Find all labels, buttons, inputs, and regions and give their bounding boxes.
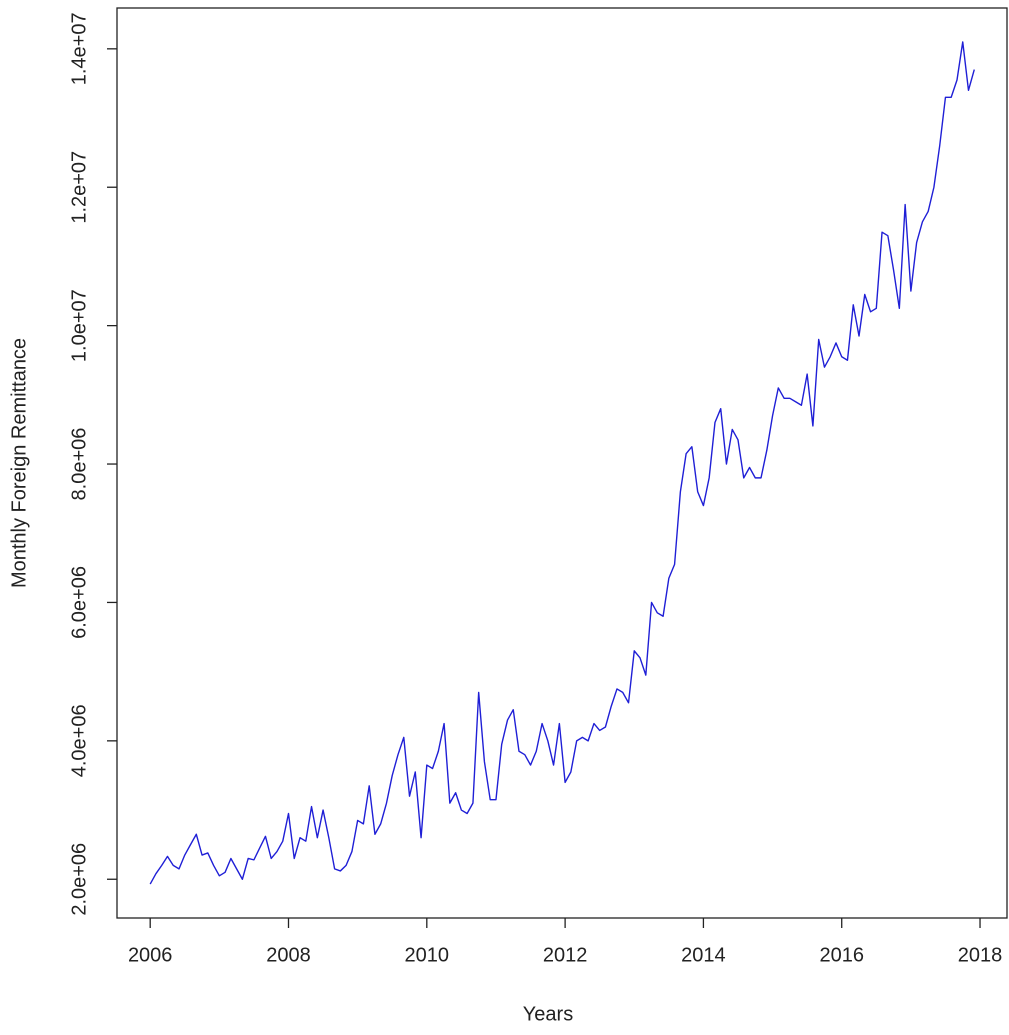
y-tick-label: 1.4e+07 xyxy=(68,12,90,85)
y-tick-label: 4.0e+06 xyxy=(68,704,90,777)
data-line xyxy=(149,41,975,885)
y-tick-label: 1.2e+07 xyxy=(68,151,90,224)
y-tick-label: 1.0e+07 xyxy=(68,289,90,362)
y-tick-label: 8.0e+06 xyxy=(68,428,90,501)
x-tick-label: 2018 xyxy=(958,944,1003,966)
x-tick-label: 2006 xyxy=(128,944,173,966)
x-tick-label: 2012 xyxy=(543,944,588,966)
y-tick-label: 6.0e+06 xyxy=(68,566,90,639)
x-axis-label: Years xyxy=(523,1003,573,1025)
x-tick-label: 2008 xyxy=(266,944,311,966)
y-axis-label: Monthly Foreign Remittance xyxy=(8,338,30,588)
x-tick-label: 2014 xyxy=(681,944,726,966)
plot-frame xyxy=(116,7,1008,919)
y-tick-label: 2.0e+06 xyxy=(68,843,90,916)
x-tick-label: 2010 xyxy=(405,944,450,966)
x-tick-label: 2016 xyxy=(819,944,864,966)
